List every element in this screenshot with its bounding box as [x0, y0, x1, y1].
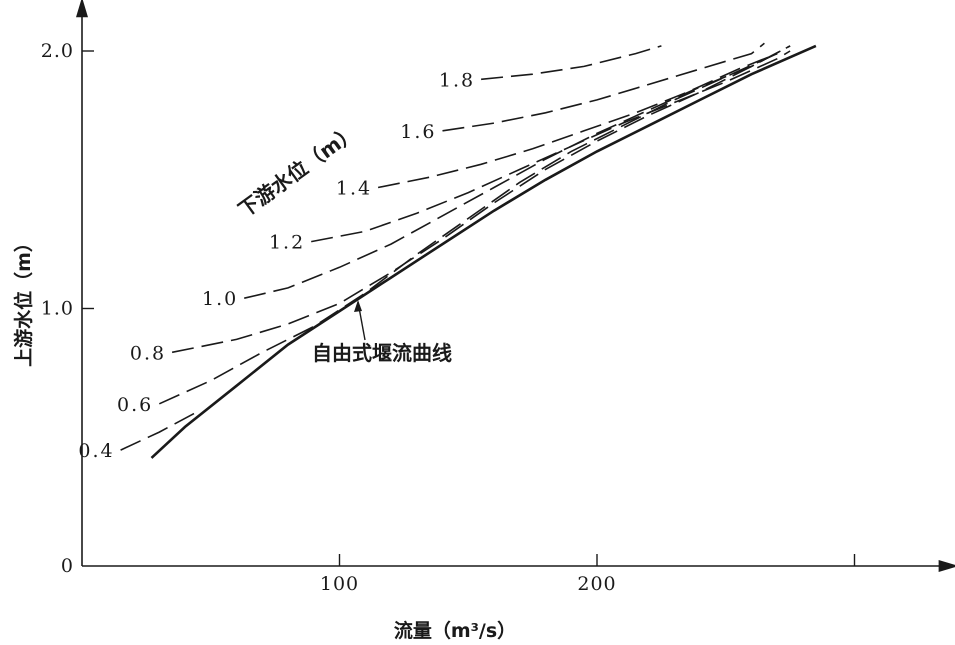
series-label-1.2: 1.2: [269, 232, 305, 254]
series-label-1.8: 1.8: [439, 69, 475, 91]
x-tick-label: 200: [577, 573, 616, 595]
labels-layer: 0.4 0.6 0.8 1.0 1.2 1.4 1.6 1.8: [78, 69, 475, 462]
series-line-1.0: [244, 45, 791, 299]
series-label-1.0: 1.0: [202, 288, 238, 310]
x-axis-arrowhead: [938, 560, 955, 572]
ticks: 100 200 0 1.0 2.0: [41, 40, 856, 595]
x-tick-label: 100: [320, 573, 359, 595]
series-line-1.4: [377, 52, 778, 189]
axes: [76, 0, 955, 572]
y-tick-label: 0: [61, 555, 74, 577]
free-flow-annotation-arrowhead: [354, 300, 362, 312]
series-label-0.6: 0.6: [117, 394, 153, 416]
series-label-1.4: 1.4: [336, 177, 372, 199]
series-layer: [120, 42, 817, 459]
y-tick-label: 2.0: [41, 40, 74, 62]
series-label-0.4: 0.4: [78, 440, 114, 462]
series-line-1.6: [442, 42, 765, 132]
x-axis-title: 流量（m³/s）: [394, 619, 516, 642]
series-line-1.8: [481, 45, 662, 81]
series-group-label: 下游水位（m）: [234, 120, 362, 222]
series-label-1.6: 1.6: [400, 121, 436, 143]
series-line-0.4: [120, 410, 199, 451]
y-tick-label: 1.0: [41, 298, 74, 320]
free-flow-curve: [150, 44, 817, 459]
free-flow-annotation: 自由式堰流曲线: [312, 341, 452, 365]
series-label-0.8: 0.8: [130, 342, 166, 364]
series-line-0.6: [158, 52, 778, 405]
y-axis-title: 上游水位（m）: [12, 233, 35, 367]
series-line-1.2: [311, 50, 791, 243]
y-axis-arrowhead: [76, 0, 88, 18]
